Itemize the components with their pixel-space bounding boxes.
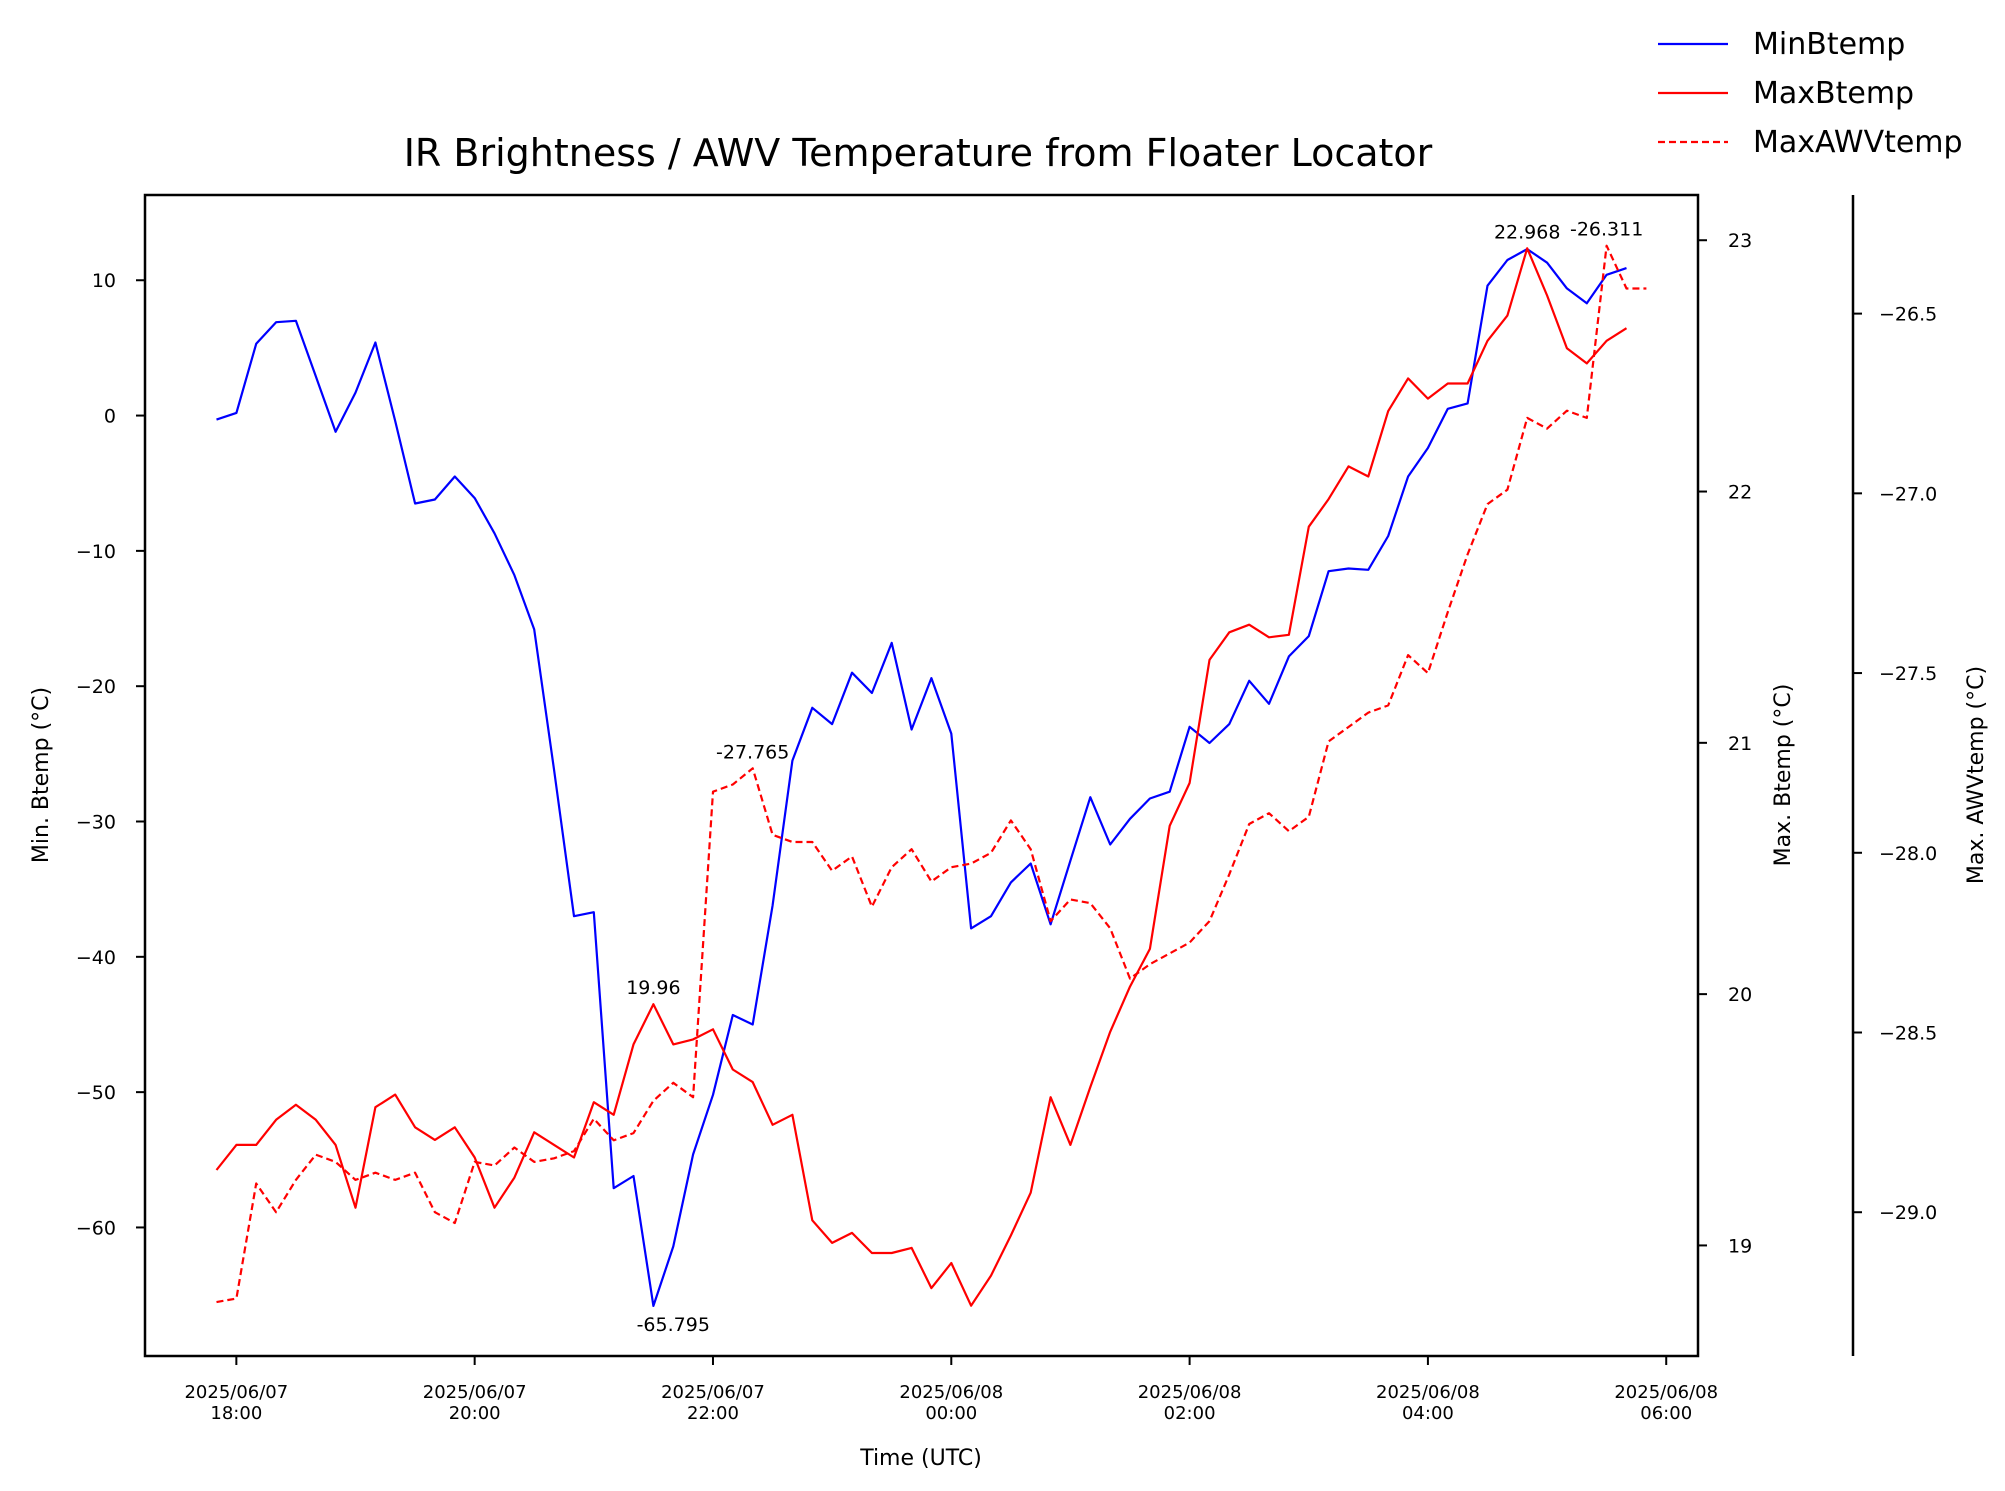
x-tick-label-time: 00:00	[925, 1403, 977, 1424]
x-axis: 2025/06/0718:002025/06/0720:002025/06/07…	[184, 1356, 1718, 1424]
legend-label: MaxBtemp	[1753, 76, 1914, 111]
max-btemp-tick-label: 22	[1728, 482, 1752, 504]
max-awvtemp-tick-label: −28.5	[1879, 1023, 1937, 1045]
data-annotation: 19.96	[626, 977, 680, 999]
chart-title: IR Brightness / AWV Temperature from Flo…	[404, 131, 1433, 175]
x-tick-label-time: 02:00	[1164, 1403, 1216, 1424]
max-btemp-tick-label: 21	[1728, 733, 1752, 755]
x-tick-label-time: 04:00	[1402, 1403, 1454, 1424]
left-axis: 10 0 −10 −20 −30 −40 −50 −60	[76, 270, 145, 1239]
data-annotation: -26.311	[1570, 219, 1643, 241]
series-line-maxbtemp	[215, 247, 1628, 1307]
max-btemp-tick-label: 23	[1728, 230, 1752, 252]
x-tick-label-date: 2025/06/07	[661, 1382, 765, 1403]
max-btemp-tick-label: 19	[1728, 1235, 1752, 1257]
x-tick-label-date: 2025/06/08	[1376, 1382, 1480, 1403]
max-awvtemp-tick-label: −28.0	[1879, 843, 1937, 865]
plot-frame	[143, 193, 1700, 1358]
x-tick-label-date: 2025/06/07	[423, 1382, 527, 1403]
max-awvtemp-tick-label: −26.5	[1879, 304, 1937, 326]
series-layer	[215, 244, 1647, 1307]
y-axis-label-max-awvtemp: Max. AWVtemp (°C)	[1964, 666, 1989, 884]
data-annotation: -27.765	[716, 741, 789, 763]
x-tick-label-time: 18:00	[210, 1403, 262, 1424]
max-btemp-tick-label: 20	[1728, 984, 1752, 1006]
max-awvtemp-tick-label: −29.0	[1879, 1202, 1937, 1224]
left-tick-label: 0	[104, 406, 116, 428]
left-tick-label: 10	[92, 270, 116, 292]
y-axis-label-max-btemp: Max. Btemp (°C)	[1771, 684, 1796, 867]
data-annotation: -65.795	[637, 1314, 710, 1336]
y-axis-label-min-btemp: Min. Btemp (°C)	[29, 687, 54, 863]
max-btemp-axis: 23 22 21 20 19	[1698, 230, 1752, 1257]
max-awvtemp-tick-label: −27.5	[1879, 663, 1937, 685]
series-line-minbtemp	[216, 248, 1627, 1307]
left-tick-label: −20	[76, 676, 116, 698]
max-awvtemp-axis: −26.5 −27.0 −27.5 −28.0 −28.5 −29.0	[1851, 195, 1937, 1356]
x-tick-label-time: 06:00	[1640, 1403, 1692, 1424]
left-tick-label: −50	[76, 1082, 116, 1104]
left-tick-label: −40	[76, 947, 116, 969]
max-awvtemp-tick-label: −27.0	[1879, 483, 1937, 505]
x-tick-label-date: 2025/06/08	[1614, 1382, 1718, 1403]
left-tick-label: −10	[76, 541, 116, 563]
x-axis-label: Time (UTC)	[859, 1446, 982, 1471]
x-tick-label-date: 2025/06/08	[899, 1382, 1003, 1403]
legend: MinBtemp MaxBtemp MaxAWVtemp	[1658, 27, 1963, 160]
left-tick-label: −30	[76, 812, 116, 834]
series-line-maxawvtemp	[216, 244, 1647, 1304]
legend-label: MinBtemp	[1753, 27, 1905, 62]
x-tick-label-time: 20:00	[449, 1403, 501, 1424]
x-tick-label-time: 22:00	[687, 1403, 739, 1424]
x-tick-label-date: 2025/06/08	[1138, 1382, 1242, 1403]
data-annotation: 22.968	[1494, 221, 1560, 243]
left-tick-label: −60	[76, 1217, 116, 1239]
annotation-layer: -65.795 19.96 -27.765 22.968 -26.311	[626, 219, 1643, 1336]
x-tick-label-date: 2025/06/07	[184, 1382, 288, 1403]
legend-label: MaxAWVtemp	[1753, 125, 1963, 160]
